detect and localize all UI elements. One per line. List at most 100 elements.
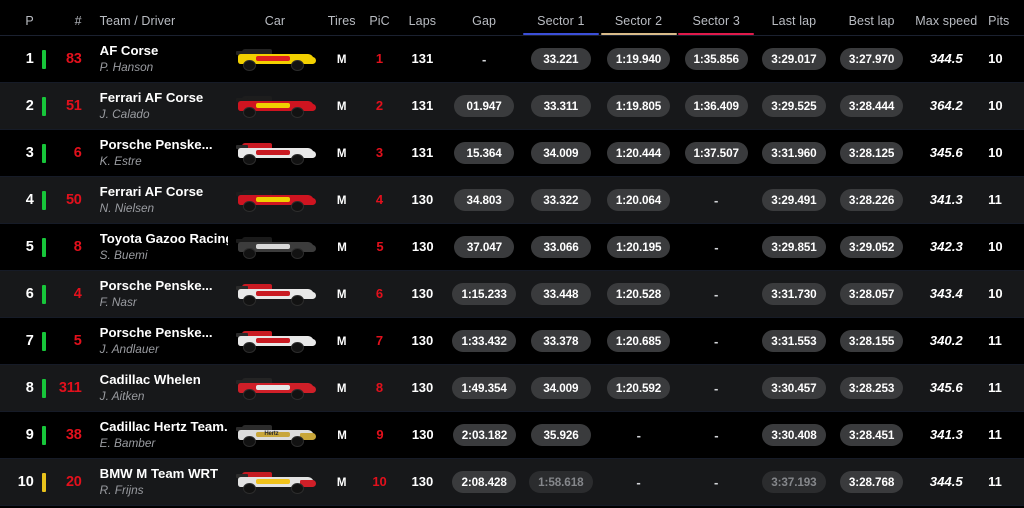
row-car-number-value: 6: [73, 145, 82, 161]
row-team-driver[interactable]: Cadillac Whelen J. Aitken: [86, 372, 227, 404]
row-gap: 1:49.354: [446, 377, 522, 399]
row-sector-2: 1:19.805: [600, 95, 678, 117]
row-tires: M: [323, 285, 361, 303]
column-header-best-lap[interactable]: Best lap: [848, 14, 895, 28]
row-sector-2-value: 1:20.195: [607, 236, 671, 258]
car-rear-wing: [235, 192, 248, 196]
table-row[interactable]: 1 83 AF Corse P. Hanson M 1: [0, 36, 1024, 83]
column-header-tires[interactable]: Tires: [327, 14, 356, 28]
car-rear-wing: [236, 239, 249, 243]
row-position-value: 6: [25, 286, 34, 302]
row-team-driver[interactable]: Ferrari AF Corse N. Nielsen: [86, 184, 227, 216]
row-sector-1-value: 33.322: [530, 189, 591, 211]
car-front-tyre: [290, 201, 304, 212]
row-pits-value: 11: [988, 192, 1002, 207]
column-header-pic[interactable]: PiC: [369, 14, 390, 28]
row-sector-3-value: 1:35.856: [684, 48, 748, 70]
car-nose: [299, 292, 316, 299]
column-header-last-lap[interactable]: Last lap: [771, 14, 817, 28]
row-team-driver[interactable]: AF Corse P. Hanson: [86, 43, 227, 75]
row-team-driver[interactable]: Porsche Penske... J. Andlauer: [86, 325, 227, 357]
car-sprite-icon: [234, 375, 316, 401]
row-pic-value: 6: [375, 286, 384, 301]
row-laps-value: 130: [411, 333, 434, 348]
row-gap-value: 2:03.182: [452, 424, 517, 446]
column-header-gap[interactable]: Gap: [472, 14, 497, 28]
row-sector-3-value: -: [714, 474, 719, 490]
column-header-max-speed[interactable]: Max speed: [915, 14, 978, 28]
column-header-laps[interactable]: Laps: [408, 14, 437, 28]
table-row[interactable]: 3 6 Porsche Penske... K. Estre M: [0, 130, 1024, 177]
row-team-driver[interactable]: Ferrari AF Corse J. Calado: [86, 90, 227, 122]
table-row[interactable]: 10 20 BMW M Team WRT R. Frijns M: [0, 459, 1024, 506]
row-gap: 2:03.182: [447, 424, 523, 446]
row-laps: 131: [398, 50, 446, 68]
car-rear-wing: [235, 98, 248, 102]
row-car-number: 83: [54, 50, 86, 68]
row-pits-value: 10: [988, 239, 1003, 254]
row-max-speed: 342.3: [910, 238, 982, 256]
table-row[interactable]: 9 38 Cadillac Hertz Team... E. Bamber He…: [0, 412, 1024, 459]
car-rear-wing: [235, 145, 248, 149]
column-header-car[interactable]: Car: [264, 14, 286, 28]
row-car-number-value: 8: [73, 239, 82, 255]
row-team-name: Toyota Gazoo Racing: [99, 231, 228, 246]
row-sector-2: 1:19.940: [600, 48, 678, 70]
row-max-speed: 340.2: [910, 332, 982, 350]
column-header-sector-1[interactable]: Sector 1: [522, 14, 600, 35]
row-pic: 4: [361, 191, 399, 209]
row-tire-compound: M: [336, 54, 347, 66]
row-team-driver[interactable]: Toyota Gazoo Racing S. Buemi: [86, 231, 228, 263]
row-driver-name: S. Buemi: [99, 248, 148, 262]
row-max-speed-value: 364.2: [929, 98, 963, 113]
car-rear-tyre: [243, 436, 257, 447]
row-pits: 11: [982, 426, 1024, 444]
row-position: 3: [0, 144, 34, 162]
table-row[interactable]: 5 8 Toyota Gazoo Racing S. Buemi M: [0, 224, 1024, 271]
table-row[interactable]: 7 5 Porsche Penske... J. Andlauer M: [0, 318, 1024, 365]
column-header-position[interactable]: P: [25, 14, 34, 28]
status-flag-icon: [41, 190, 46, 210]
column-header-pits[interactable]: Pits: [988, 14, 1010, 28]
row-position: 10: [0, 473, 34, 491]
status-flag-icon: [41, 331, 46, 351]
row-last-lap: 3:31.553: [755, 330, 833, 352]
row-gap-value: 37.047: [454, 236, 515, 258]
table-row[interactable]: 6 4 Porsche Penske... F. Nasr M: [0, 271, 1024, 318]
car-livery-stripe: [255, 291, 290, 296]
row-team-driver[interactable]: Porsche Penske... F. Nasr: [86, 278, 227, 310]
row-max-speed: 344.5: [910, 473, 982, 491]
row-last-lap: 3:37.193: [755, 471, 833, 493]
row-position: 2: [0, 97, 34, 115]
table-row[interactable]: 8 311 Cadillac Whelen J. Aitken M: [0, 365, 1024, 412]
row-sector-3: 1:37.507: [677, 142, 755, 164]
row-pits-value: 10: [988, 51, 1003, 66]
column-header-car-number[interactable]: #: [74, 14, 82, 28]
table-row[interactable]: 4 50 Ferrari AF Corse N. Nielsen M: [0, 177, 1024, 224]
row-last-lap: 3:31.730: [755, 283, 833, 305]
column-header-sector-2[interactable]: Sector 2: [600, 14, 678, 35]
car-front-tyre: [290, 389, 304, 400]
column-header-team-driver[interactable]: Team / Driver: [99, 14, 176, 28]
row-gap: 1:33.432: [446, 330, 522, 352]
row-status-flag: [34, 331, 54, 351]
row-pits-value: 11: [988, 380, 1002, 395]
car-rear-tyre: [242, 389, 256, 400]
status-flag-icon: [41, 472, 46, 492]
table-row[interactable]: 2 51 Ferrari AF Corse J. Calado M: [0, 83, 1024, 130]
row-car-number-value: 50: [65, 192, 82, 208]
row-tire-compound: M: [336, 383, 347, 395]
row-pic-value: 1: [375, 51, 384, 66]
row-car-number-value: 4: [73, 286, 82, 302]
row-team-name: AF Corse: [99, 43, 159, 58]
car-livery-stripe: [255, 479, 290, 484]
column-header-sector-3[interactable]: Sector 3: [677, 14, 755, 35]
row-team-driver[interactable]: BMW M Team WRT R. Frijns: [86, 466, 227, 498]
car-rear-tyre: [242, 154, 256, 165]
row-status-flag: [34, 143, 54, 163]
car-sprite-icon: [234, 140, 316, 166]
row-team-driver[interactable]: Porsche Penske... K. Estre: [86, 137, 227, 169]
row-sector-3-value: -: [714, 333, 719, 349]
row-team-driver[interactable]: Cadillac Hertz Team... E. Bamber: [86, 419, 228, 451]
row-gap-value: 34.803: [454, 189, 515, 211]
